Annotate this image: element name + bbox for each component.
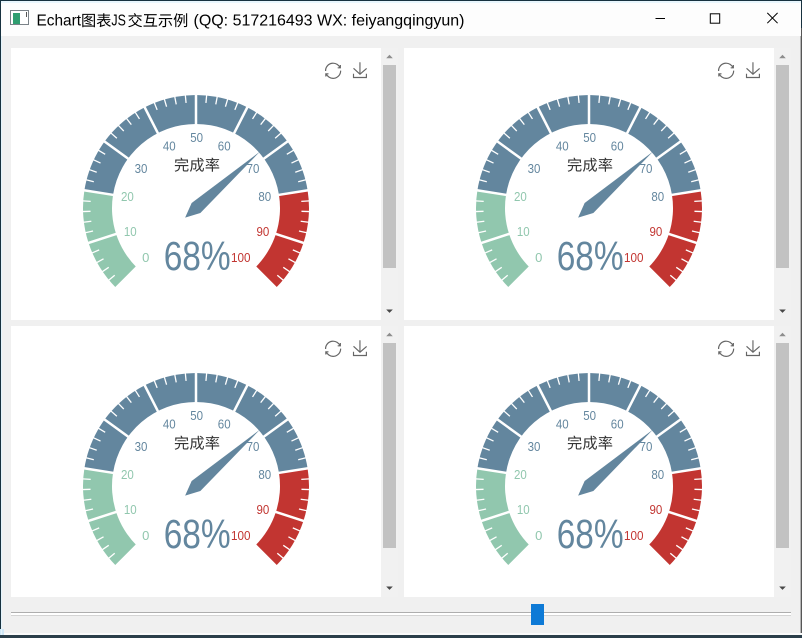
- svg-text:80: 80: [258, 467, 271, 482]
- svg-text:70: 70: [640, 161, 653, 176]
- svg-text:20: 20: [514, 467, 527, 482]
- svg-text:60: 60: [218, 139, 231, 154]
- svg-text:90: 90: [650, 224, 663, 239]
- svg-text:30: 30: [528, 161, 541, 176]
- svg-text:10: 10: [124, 224, 137, 239]
- svg-text:90: 90: [257, 224, 270, 239]
- svg-text:20: 20: [121, 467, 134, 482]
- svg-text:60: 60: [218, 417, 231, 432]
- svg-text:100: 100: [624, 250, 644, 265]
- svg-text:0: 0: [535, 250, 542, 265]
- svg-text:68%: 68%: [557, 511, 624, 557]
- svg-text:0: 0: [142, 528, 149, 543]
- svg-text:JS: JS: [111, 13, 126, 30]
- svg-text:60: 60: [611, 139, 624, 154]
- svg-text:10: 10: [124, 502, 137, 517]
- svg-text:50: 50: [190, 408, 203, 423]
- svg-text:68%: 68%: [557, 233, 624, 279]
- svg-text:68%: 68%: [164, 233, 231, 279]
- svg-text:40: 40: [163, 139, 176, 154]
- svg-text:100: 100: [624, 528, 644, 543]
- svg-text:90: 90: [257, 502, 270, 517]
- svg-text:70: 70: [640, 439, 653, 454]
- svg-text:0: 0: [142, 250, 149, 265]
- svg-text:30: 30: [528, 439, 541, 454]
- svg-text:20: 20: [121, 189, 134, 204]
- svg-text:(QQ: 517216493 WX: feiyangqing: (QQ: 517216493 WX: feiyangqingyun): [194, 13, 465, 30]
- svg-text:30: 30: [135, 161, 148, 176]
- svg-text:80: 80: [258, 189, 271, 204]
- svg-text:40: 40: [556, 417, 569, 432]
- svg-text:50: 50: [190, 130, 203, 145]
- svg-text:100: 100: [231, 528, 251, 543]
- svg-text:80: 80: [651, 467, 664, 482]
- svg-text:60: 60: [611, 417, 624, 432]
- svg-text:30: 30: [135, 439, 148, 454]
- svg-text:70: 70: [247, 161, 260, 176]
- svg-text:90: 90: [650, 502, 663, 517]
- svg-text:Echart: Echart: [37, 13, 82, 30]
- svg-text:0: 0: [535, 528, 542, 543]
- svg-text:68%: 68%: [164, 511, 231, 557]
- svg-text:10: 10: [517, 502, 530, 517]
- svg-text:10: 10: [517, 224, 530, 239]
- svg-text:20: 20: [514, 189, 527, 204]
- svg-text:80: 80: [651, 189, 664, 204]
- svg-text:100: 100: [231, 250, 251, 265]
- svg-text:40: 40: [163, 417, 176, 432]
- svg-text:40: 40: [556, 139, 569, 154]
- svg-text:50: 50: [583, 408, 596, 423]
- svg-text:70: 70: [247, 439, 260, 454]
- svg-text:50: 50: [583, 130, 596, 145]
